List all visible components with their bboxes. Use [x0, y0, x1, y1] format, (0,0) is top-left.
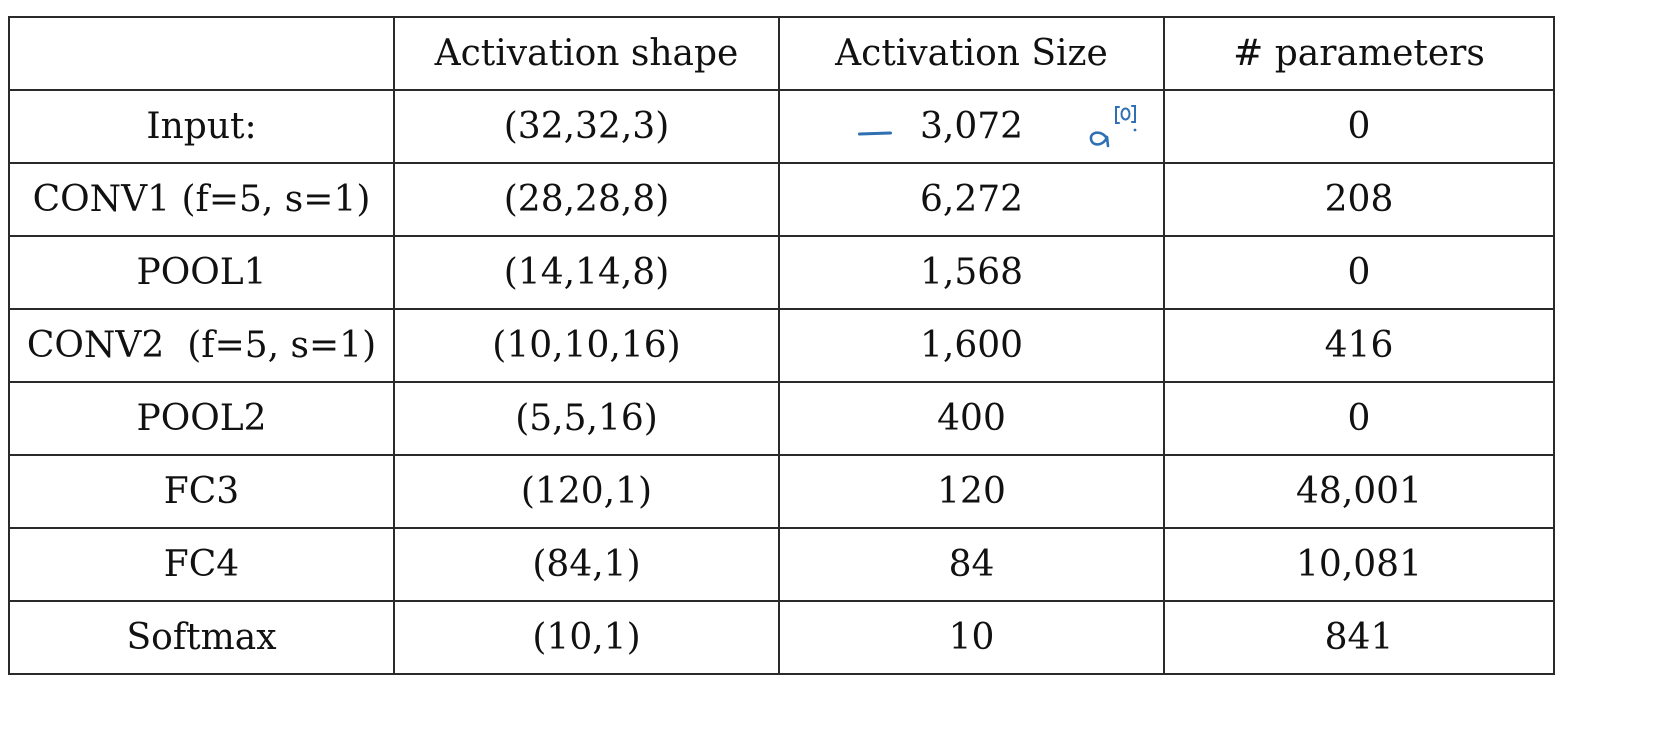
header-layer	[8, 16, 395, 91]
shape-cell: (10,10,16)	[393, 308, 780, 383]
shape-cell: (14,14,8)	[393, 235, 780, 310]
size-cell-annotated: 3,072	[778, 89, 1165, 164]
table-row: FC4 (84,1) 84 10,081	[8, 527, 1555, 602]
layer-cell: FC3	[8, 454, 395, 529]
table-row: POOL1 (14,14,8) 1,568 0	[8, 235, 1555, 310]
layer-cell: FC4	[8, 527, 395, 602]
shape-cell: (84,1)	[393, 527, 780, 602]
header-parameters: # parameters	[1163, 16, 1555, 91]
table-body: Input: (32,32,3) 3,072 0	[8, 89, 1555, 675]
size-cell: 120	[778, 454, 1165, 529]
header-row: Activation shape Activation Size # param…	[8, 16, 1555, 91]
size-value: 3,072	[919, 106, 1024, 147]
size-cell: 400	[778, 381, 1165, 456]
table-row: Input: (32,32,3) 3,072 0	[8, 89, 1555, 164]
shape-cell: (10,1)	[393, 600, 780, 675]
size-cell: 1,600	[778, 308, 1165, 383]
params-cell: 208	[1163, 162, 1555, 237]
params-cell: 841	[1163, 600, 1555, 675]
shape-cell: (32,32,3)	[393, 89, 780, 164]
params-cell: 0	[1163, 381, 1555, 456]
params-cell: 0	[1163, 235, 1555, 310]
handwritten-a0-annotation	[1089, 105, 1137, 148]
params-cell: 0	[1163, 89, 1555, 164]
size-cell: 10	[778, 600, 1165, 675]
shape-cell: (28,28,8)	[393, 162, 780, 237]
layer-cell: CONV1 (f=5, s=1)	[8, 162, 395, 237]
handwritten-dash-mark	[857, 131, 893, 136]
layer-cell: Input:	[8, 89, 395, 164]
params-cell: 48,001	[1163, 454, 1555, 529]
table-row: CONV2 (f=5, s=1) (10,10,16) 1,600 416	[8, 308, 1555, 383]
table-row: CONV1 (f=5, s=1) (28,28,8) 6,272 208	[8, 162, 1555, 237]
layer-cell: POOL1	[8, 235, 395, 310]
table-row: Softmax (10,1) 10 841	[8, 600, 1555, 675]
layer-cell: CONV2 (f=5, s=1)	[8, 308, 395, 383]
table-row: POOL2 (5,5,16) 400 0	[8, 381, 1555, 456]
size-cell: 84	[778, 527, 1165, 602]
params-cell: 10,081	[1163, 527, 1555, 602]
params-cell: 416	[1163, 308, 1555, 383]
layer-cell: POOL2	[8, 381, 395, 456]
header-activation-size: Activation Size	[778, 16, 1165, 91]
size-cell: 1,568	[778, 235, 1165, 310]
table-row: FC3 (120,1) 120 48,001	[8, 454, 1555, 529]
shape-cell: (120,1)	[393, 454, 780, 529]
cnn-summary-table: Activation shape Activation Size # param…	[8, 16, 1555, 675]
table-header: Activation shape Activation Size # param…	[8, 16, 1555, 91]
size-cell: 6,272	[778, 162, 1165, 237]
shape-cell: (5,5,16)	[393, 381, 780, 456]
header-activation-shape: Activation shape	[393, 16, 780, 91]
layer-cell: Softmax	[8, 600, 395, 675]
